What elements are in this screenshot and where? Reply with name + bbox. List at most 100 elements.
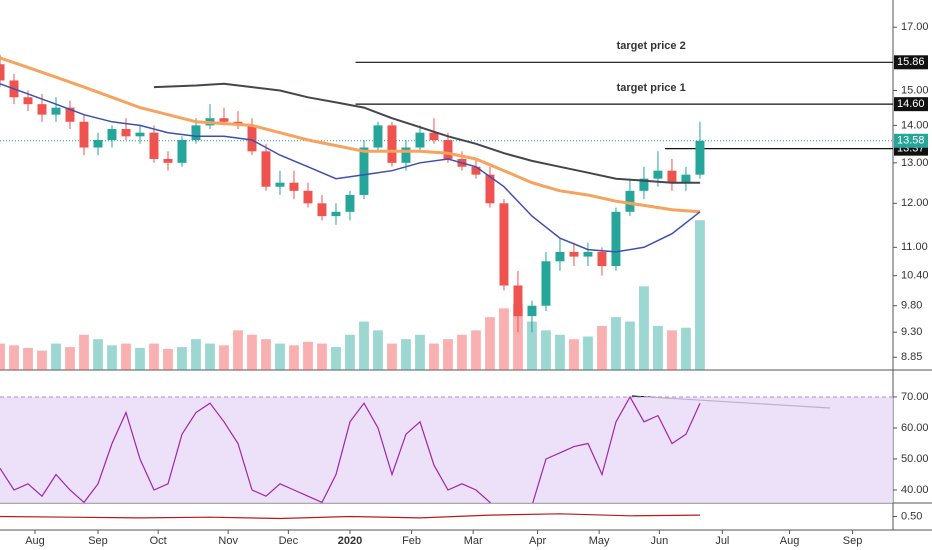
y-tick-label: 8.85 xyxy=(901,351,922,363)
candle-body xyxy=(177,140,187,163)
x-tick-label: Feb xyxy=(402,535,421,547)
target-label: target price 1 xyxy=(617,82,686,94)
rsi-band xyxy=(0,396,893,503)
volume-bar xyxy=(331,347,341,370)
moving-average xyxy=(0,56,701,214)
candle-body xyxy=(681,174,691,183)
x-tick-label: Jun xyxy=(650,535,668,547)
candle-body xyxy=(569,251,579,257)
volume-bar xyxy=(415,334,425,370)
volume-bar xyxy=(93,339,103,370)
candle-body xyxy=(121,129,131,137)
price-tag-label: 14.60 xyxy=(897,98,925,110)
y-tick-label: 11.00 xyxy=(901,241,928,253)
volume-bar xyxy=(23,347,33,370)
volume-bar xyxy=(583,336,593,370)
volume-bar xyxy=(653,325,663,370)
candle-body xyxy=(65,107,75,122)
candle-body xyxy=(387,125,397,163)
candle-body xyxy=(345,194,355,212)
candle-body xyxy=(485,174,495,204)
y-tick-label: 10.40 xyxy=(901,270,929,282)
candle-body xyxy=(247,125,257,152)
volume-bar xyxy=(639,286,649,370)
volume-bar xyxy=(569,339,579,370)
candle-body xyxy=(79,121,89,148)
y-tick-label: 9.30 xyxy=(901,326,922,338)
candle-body xyxy=(597,251,607,267)
volume-bar xyxy=(107,345,117,370)
volume-bar xyxy=(681,327,691,370)
y-tick-label: 15.00 xyxy=(901,84,929,96)
volume-bar xyxy=(79,334,89,370)
x-tick-label: Sep xyxy=(843,535,863,547)
candle-body xyxy=(0,64,5,81)
x-tick-label: Nov xyxy=(218,535,238,547)
x-tick-label: May xyxy=(589,535,610,547)
volume-bar xyxy=(121,343,131,370)
y-tick-label: 40.00 xyxy=(901,484,929,496)
x-tick-label: 2020 xyxy=(338,535,362,547)
candle-body xyxy=(261,151,271,187)
candle-body xyxy=(149,132,159,159)
volume-bar xyxy=(163,348,173,370)
x-tick-label: Aug xyxy=(25,535,45,547)
volume-bar xyxy=(219,345,229,370)
price-tag xyxy=(894,133,928,148)
candle-body xyxy=(401,147,411,163)
price-tag-label: 15.86 xyxy=(897,56,925,68)
volume-bar xyxy=(485,317,495,370)
volume-bar xyxy=(429,343,439,370)
target-label: target price 2 xyxy=(617,40,686,52)
volume-bar xyxy=(345,334,355,370)
volume-bar xyxy=(9,345,19,370)
volume-bar xyxy=(261,339,271,370)
volume-bar xyxy=(527,321,537,370)
volume-bar xyxy=(695,220,705,370)
candle-body xyxy=(191,125,201,141)
volume-bar xyxy=(317,343,327,370)
candle-body xyxy=(219,118,229,122)
price-tag-label: 13.58 xyxy=(897,135,925,147)
candle-body xyxy=(667,170,677,183)
candle-body xyxy=(359,147,369,195)
volume-bar xyxy=(247,334,257,370)
volume-bar xyxy=(359,321,369,370)
moving-average xyxy=(153,82,700,184)
candle-body xyxy=(275,182,285,187)
y-tick-label: 50.00 xyxy=(901,453,929,465)
volume-bar xyxy=(233,330,243,370)
candle-body xyxy=(415,132,425,148)
volume-bar xyxy=(597,325,607,370)
candle-body xyxy=(527,305,537,317)
candle-body xyxy=(499,203,509,286)
y-tick-label: 0.50 xyxy=(901,510,922,522)
volume-bar xyxy=(303,341,313,370)
volume-bar xyxy=(289,345,299,370)
volume-bar xyxy=(149,343,159,370)
x-tick-label: Aug xyxy=(780,535,800,547)
volume-bar xyxy=(611,317,621,370)
candle-body xyxy=(429,132,439,141)
x-tick-label: Oct xyxy=(150,535,167,547)
candle-body xyxy=(107,129,117,141)
price-tag xyxy=(894,55,928,70)
candle-body xyxy=(135,132,145,137)
volume-bar xyxy=(541,330,551,370)
volume-bar xyxy=(443,339,453,370)
candle-body xyxy=(555,251,565,262)
moving-average xyxy=(0,83,701,253)
candle-body xyxy=(611,211,621,267)
rsi-line xyxy=(0,395,701,503)
candle-body xyxy=(23,97,33,105)
candle-body xyxy=(583,251,593,257)
y-tick-label: 70.00 xyxy=(901,391,929,403)
volume-bar xyxy=(471,330,481,370)
candle-body xyxy=(37,104,47,115)
y-tick-label: 12.00 xyxy=(901,197,929,209)
x-tick-label: Jul xyxy=(715,535,729,547)
candle-body xyxy=(317,203,327,217)
volume-bar xyxy=(191,339,201,370)
x-tick-label: Sep xyxy=(88,535,108,547)
